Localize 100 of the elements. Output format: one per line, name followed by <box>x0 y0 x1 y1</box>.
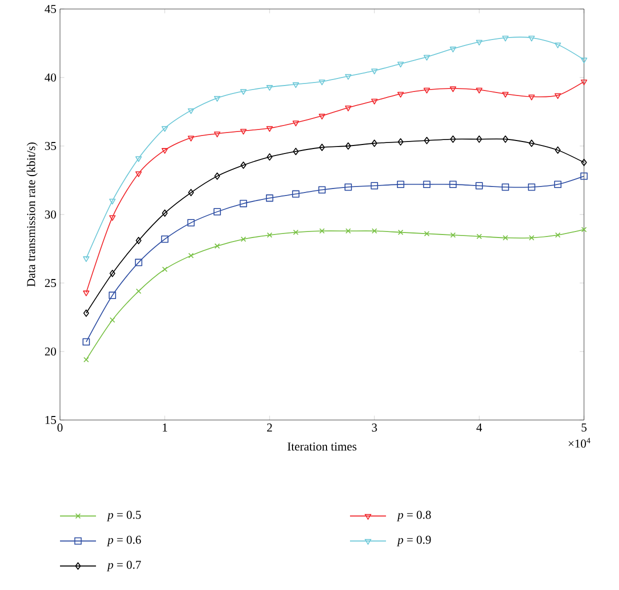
point <box>450 136 456 143</box>
point <box>344 106 352 112</box>
point <box>82 256 90 262</box>
point <box>528 36 535 42</box>
point <box>397 62 404 68</box>
point <box>136 288 142 294</box>
point <box>580 80 588 86</box>
point <box>319 144 325 152</box>
point <box>319 228 325 234</box>
y-tick-label: 40 <box>44 73 56 82</box>
point <box>502 235 508 241</box>
point <box>214 172 220 180</box>
point <box>476 88 482 94</box>
point <box>162 266 168 272</box>
point <box>266 153 272 161</box>
y-axis-title: Data transmission rate (kbit/s) <box>26 142 38 287</box>
point <box>372 228 378 234</box>
point <box>476 182 483 190</box>
point <box>293 230 299 236</box>
x-tick-label: 2 <box>267 424 272 432</box>
x-tick-label: 0 <box>57 424 63 432</box>
point <box>502 183 510 191</box>
point <box>370 182 378 190</box>
point <box>345 142 352 150</box>
point <box>135 156 142 162</box>
point <box>108 292 116 299</box>
legend-label: p = 0.7 <box>106 560 141 572</box>
point <box>555 232 561 238</box>
point <box>398 230 404 236</box>
point <box>83 309 90 317</box>
point <box>292 82 300 88</box>
point <box>318 186 326 194</box>
point <box>476 234 482 240</box>
point <box>162 209 168 217</box>
point <box>554 42 562 48</box>
point <box>109 198 116 204</box>
point <box>581 226 587 232</box>
point <box>396 180 404 188</box>
point <box>214 132 220 138</box>
point <box>266 194 274 202</box>
point <box>292 120 300 126</box>
legend-label: p = 0.8 <box>396 510 431 522</box>
point <box>424 88 430 94</box>
point <box>214 96 220 102</box>
point <box>528 183 536 191</box>
point <box>424 230 430 236</box>
point <box>344 183 352 191</box>
point <box>292 190 300 198</box>
point <box>188 252 194 258</box>
point <box>424 54 430 61</box>
point <box>580 58 588 64</box>
point <box>161 236 168 243</box>
point <box>371 98 378 104</box>
legend-label: p = 0.5 <box>106 510 141 522</box>
point <box>110 317 116 323</box>
y-tick-label: 25 <box>45 278 56 288</box>
point <box>318 80 326 86</box>
point <box>82 290 90 296</box>
point <box>450 86 456 92</box>
point <box>528 140 534 147</box>
y-tick-label: 35 <box>45 142 56 150</box>
point <box>240 89 247 95</box>
point <box>135 171 142 178</box>
point <box>371 68 378 74</box>
point <box>450 46 456 52</box>
point <box>188 188 194 196</box>
point <box>423 180 430 188</box>
point <box>318 114 326 120</box>
point <box>188 136 194 142</box>
point <box>502 136 508 143</box>
point <box>528 94 535 100</box>
point <box>345 228 351 234</box>
point <box>398 138 404 146</box>
y-tick-label: 15 <box>46 416 56 424</box>
point <box>502 92 509 98</box>
point <box>292 148 299 156</box>
y-tick-label: 45 <box>44 4 56 13</box>
point <box>214 243 220 249</box>
point <box>240 128 247 135</box>
point <box>240 162 246 169</box>
point <box>162 126 168 132</box>
point <box>581 158 587 166</box>
point <box>110 270 116 278</box>
y-tick-label: 20 <box>45 347 56 356</box>
point <box>187 219 195 226</box>
point <box>449 180 457 188</box>
point <box>266 232 272 238</box>
point <box>580 172 588 180</box>
x-axis-title: Iteration times <box>288 442 356 451</box>
point <box>109 215 116 221</box>
point <box>266 126 273 132</box>
point <box>476 40 482 46</box>
point <box>397 92 404 98</box>
point <box>528 235 534 241</box>
x-tick-label: 1 <box>162 424 168 432</box>
legend-label: p = 0.6 <box>106 536 141 546</box>
point <box>214 208 221 216</box>
x-tick-label: 4 <box>476 424 482 432</box>
point <box>83 357 89 362</box>
point <box>134 258 142 266</box>
